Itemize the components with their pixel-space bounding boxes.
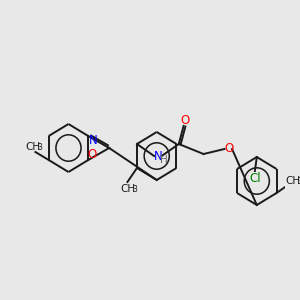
Text: N: N xyxy=(88,134,98,146)
Text: CH: CH xyxy=(25,142,40,152)
Text: CH: CH xyxy=(120,184,135,194)
Text: O: O xyxy=(181,115,190,128)
Text: H: H xyxy=(160,155,167,165)
Text: O: O xyxy=(87,148,97,161)
Text: 3: 3 xyxy=(133,185,137,194)
Text: CH: CH xyxy=(285,176,300,186)
Text: 3: 3 xyxy=(298,178,300,187)
Text: N: N xyxy=(154,151,162,164)
Text: 3: 3 xyxy=(38,143,43,152)
Text: Cl: Cl xyxy=(249,172,261,184)
Text: O: O xyxy=(225,142,234,154)
